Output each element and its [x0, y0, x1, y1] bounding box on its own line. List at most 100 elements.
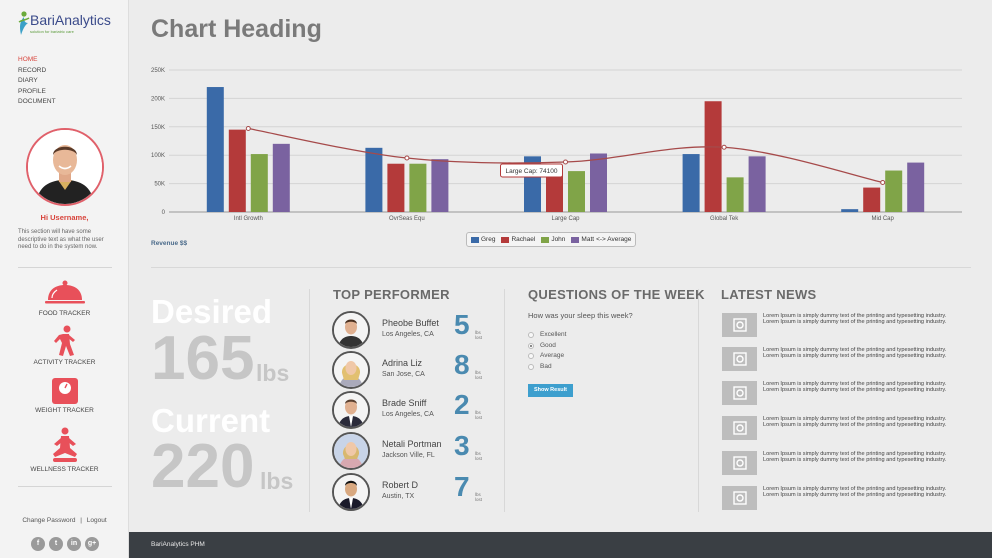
news-text: Lorem Ipsum is simply dummy text of the …	[763, 486, 947, 499]
bar	[863, 187, 881, 212]
legend-swatch	[471, 236, 479, 243]
camera-icon	[733, 491, 747, 505]
nav-record[interactable]: RECORD	[18, 66, 47, 74]
performer-avatar	[332, 391, 370, 429]
wellness-tracker-label: WELLNESS TRACKER	[30, 466, 99, 473]
performer-location: San Jose, CA	[382, 371, 425, 378]
camera-icon	[733, 421, 747, 435]
logout-link[interactable]: Logout	[86, 517, 107, 524]
show-result-button[interactable]: Show Result	[528, 384, 573, 397]
wellness-tracker[interactable]: WELLNESS TRACKER	[0, 426, 129, 473]
column-divider	[309, 289, 310, 512]
activity-tracker[interactable]: ACTIVITY TRACKER	[0, 325, 129, 366]
average-point	[245, 126, 251, 132]
top-performer-title: TOP PERFORMER	[333, 287, 450, 302]
food-tracker[interactable]: FOOD TRACKER	[0, 278, 129, 317]
news-item[interactable]: Lorem Ipsum is simply dummy text of the …	[722, 313, 967, 339]
nav-home[interactable]: HOME	[18, 56, 38, 63]
radio-button[interactable]	[528, 352, 534, 359]
performer-lbs-lost: 5	[454, 309, 470, 340]
performer-unit: lbs lost	[475, 410, 482, 420]
radio-button[interactable]	[528, 342, 534, 349]
performer-name: Netali Portman	[382, 439, 442, 449]
legend-item-rachael[interactable]: Rachael	[501, 236, 535, 243]
legend-label: Matt	[581, 236, 595, 243]
user-greeting: Hi Username,	[40, 213, 89, 222]
news-thumbnail[interactable]	[722, 313, 757, 337]
performer-row[interactable]: Pheobe Buffet Los Angeles, CA 5 lbs lost	[332, 311, 492, 349]
brand-tagline: solution for bariatric care	[30, 29, 74, 34]
performer-photo-icon	[334, 475, 368, 509]
desired-value: 165	[151, 324, 255, 393]
performer-unit: lbs lost	[475, 492, 482, 502]
bar	[546, 169, 563, 212]
bar	[568, 171, 585, 212]
user-photo-icon	[28, 130, 102, 204]
page-footer: BariAnalytics PHM	[129, 532, 992, 558]
desired-unit: lbs	[256, 360, 290, 386]
performer-unit: lbs lost	[475, 370, 482, 380]
linkedin-icon[interactable]: in	[67, 537, 81, 551]
food-cloche-icon	[44, 280, 85, 304]
change-password-link[interactable]: Change Password	[22, 517, 76, 524]
unit-line1: lbs	[475, 370, 481, 375]
legend-item-greg[interactable]: Greg	[471, 236, 495, 243]
news-item[interactable]: Lorem Ipsum is simply dummy text of the …	[722, 347, 967, 373]
legend-item-john[interactable]: John	[541, 236, 565, 243]
unit-line1: lbs	[475, 492, 481, 497]
option-bad[interactable]: Bad	[528, 363, 552, 370]
news-item[interactable]: Lorem Ipsum is simply dummy text of the …	[722, 486, 967, 512]
footer-text: BariAnalytics PHM	[151, 541, 205, 548]
brand-logo[interactable]: BariAnalytics solution for bariatric car…	[16, 10, 126, 40]
page-title: Chart Heading	[151, 15, 322, 43]
option-average[interactable]: Average	[528, 352, 564, 359]
news-thumbnail[interactable]	[722, 347, 757, 371]
nav-document[interactable]: DOCUMENT	[18, 98, 56, 106]
performer-avatar	[332, 311, 370, 349]
twitter-icon[interactable]: t	[49, 537, 63, 551]
news-thumbnail[interactable]	[722, 416, 757, 440]
option-excellent[interactable]: Excellent	[528, 331, 566, 338]
news-item[interactable]: Lorem Ipsum is simply dummy text of the …	[722, 451, 967, 477]
bar	[748, 156, 766, 212]
legend-item-matt[interactable]: Matt <-> Average	[571, 236, 631, 243]
bar	[206, 87, 224, 212]
x-tick-label: Global Tek	[710, 216, 739, 222]
y-tick-label: 50K	[154, 182, 165, 188]
unit-line2: lost	[475, 375, 483, 380]
current-value: 220	[151, 432, 255, 501]
performer-row[interactable]: Brade Sniff Los Angeles, CA 2 lbs lost	[332, 391, 492, 429]
facebook-icon[interactable]: f	[31, 537, 45, 551]
option-good[interactable]: Good	[528, 342, 556, 349]
performer-location: Los Angeles, CA	[382, 331, 434, 338]
user-avatar[interactable]	[26, 128, 104, 206]
bar	[885, 170, 903, 212]
y-tick-label: 200K	[151, 96, 165, 102]
y-tick-label: 250K	[151, 68, 165, 74]
news-thumbnail[interactable]	[722, 381, 757, 405]
news-item[interactable]: Lorem Ipsum is simply dummy text of the …	[722, 416, 967, 442]
bar	[250, 154, 268, 212]
option-label: Bad	[540, 363, 552, 370]
option-label: Average	[540, 352, 565, 359]
weight-tracker[interactable]: WEIGHT TRACKER	[0, 377, 129, 414]
unit-line1: lbs	[475, 451, 481, 456]
news-thumbnail[interactable]	[722, 486, 757, 510]
google-plus-icon[interactable]: g+	[85, 537, 99, 551]
bar	[841, 209, 859, 212]
performer-row[interactable]: Adrina Liz San Jose, CA 8 lbs lost	[332, 351, 492, 389]
legend-label: John	[551, 236, 566, 243]
nav-profile[interactable]: PROFILE	[18, 87, 46, 95]
nav-diary[interactable]: DIARY	[18, 77, 38, 85]
weight-tracker-label: WEIGHT TRACKER	[35, 407, 94, 414]
performer-row[interactable]: Robert D Austin, TX 7 lbs lost	[332, 473, 492, 511]
performer-avatar	[332, 473, 370, 511]
average-point	[880, 179, 886, 185]
performer-avatar	[332, 351, 370, 389]
radio-button[interactable]	[528, 363, 534, 370]
news-thumbnail[interactable]	[722, 451, 757, 475]
performer-row[interactable]: Netali Portman Jackson Ville, FL 3 lbs lo…	[332, 432, 492, 470]
questions-title: QUESTIONS OF THE WEEK	[528, 287, 705, 302]
news-item[interactable]: Lorem Ipsum is simply dummy text of the …	[722, 381, 967, 407]
radio-button[interactable]	[528, 331, 534, 338]
